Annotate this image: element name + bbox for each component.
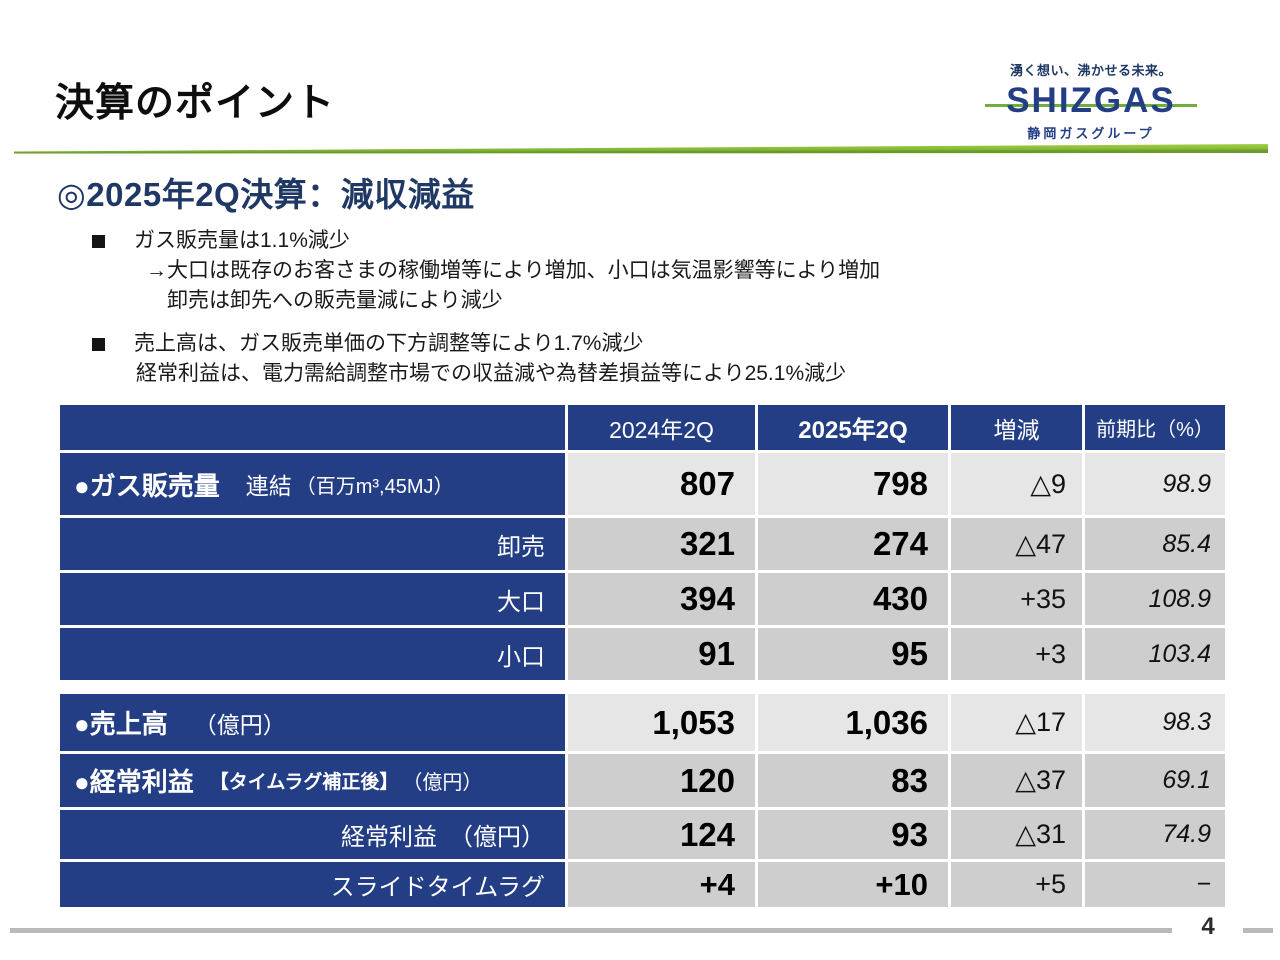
row-label: 小口 (60, 628, 565, 680)
row-label: 卸売 (60, 518, 565, 570)
table-header-row: 2024年2Q 2025年2Q 増減 前期比（%） (60, 405, 1225, 450)
cell-yoy: 103.4 (1085, 628, 1225, 680)
header-change: 増減 (951, 405, 1082, 450)
cell-2024: +4 (568, 862, 755, 907)
cell-yoy: 98.3 (1085, 694, 1225, 751)
bullet-1-sub-2: 卸売は卸先への販売量減により減少 (167, 289, 503, 312)
cell-change: △47 (951, 518, 1082, 570)
bullet-2-text: 売上高は、ガス販売単価の下方調整等により1.7%減少 (134, 332, 644, 355)
cell-2024: 124 (568, 810, 755, 859)
cell-2024: 321 (568, 518, 755, 570)
cell-2025: 95 (758, 628, 948, 680)
row-label: 大口 (60, 573, 565, 625)
cell-2024: 807 (568, 453, 755, 515)
cell-2025: 430 (758, 573, 948, 625)
cell-2024: 394 (568, 573, 755, 625)
logo-tagline: 湧く想い、沸かせる未来。 (1009, 63, 1172, 78)
footer-rule-short (1243, 928, 1273, 933)
cell-2025: 83 (758, 754, 948, 807)
page-number: 4 (1201, 913, 1215, 940)
table-row-gas-sales: ●ガス販売量 連結 （百万m³,45MJ） 807 798 △9 98.9 (60, 453, 1225, 515)
header-yoy: 前期比（%） (1085, 405, 1225, 450)
cell-change: △17 (951, 694, 1082, 751)
table-row-net-sales: ●売上高 （億円） 1,053 1,036 △17 98.3 (60, 694, 1225, 751)
cell-2024: 91 (568, 628, 755, 680)
cell-yoy: 98.9 (1085, 453, 1225, 515)
cell-2025: 93 (758, 810, 948, 859)
header-2024-2q: 2024年2Q (568, 405, 755, 450)
row-label: 経常利益 （億円） (60, 810, 565, 859)
cell-change: +5 (951, 862, 1082, 907)
green-separator-rule (14, 144, 1268, 154)
header-blank (60, 405, 565, 450)
table-row-ordinary-income-adjusted: ●経常利益 【タイムラグ補正後】 （億円） 120 83 △37 69.1 (60, 754, 1225, 807)
cell-yoy: 69.1 (1085, 754, 1225, 807)
summary-bullets: ガス販売量は1.1%減少 →大口は既存のお客さまの稼働増等により増加、小口は気温… (0, 226, 1200, 389)
table-row-ordinary-income: 経常利益 （億円） 124 93 △31 74.9 (60, 810, 1225, 859)
bullet-1-sub-1: →大口は既存のお客さまの稼働増等により増加、小口は気温影響等により増加 (146, 259, 881, 282)
bullet-1: ガス販売量は1.1%減少 (0, 226, 1200, 256)
logo-green-line (985, 104, 1197, 107)
row-label: ●ガス販売量 連結 （百万m³,45MJ） (60, 453, 565, 515)
table-section-gap (60, 683, 1225, 694)
cell-2024: 1,053 (568, 694, 755, 751)
cell-change: +3 (951, 628, 1082, 680)
cell-yoy: 74.9 (1085, 810, 1225, 859)
row-label: スライドタイムラグ (60, 862, 565, 907)
bullet-square-icon (92, 337, 105, 351)
cell-change: +35 (951, 573, 1082, 625)
cell-2025: 274 (758, 518, 948, 570)
table-row-large-customers: 大口 394 430 +35 108.9 (60, 573, 1225, 625)
logo-brand-wrap: SHIZGAS (985, 80, 1197, 122)
cell-change: △37 (951, 754, 1082, 807)
logo-group-name: 静岡ガスグループ (1027, 126, 1155, 141)
cell-change: △9 (951, 453, 1082, 515)
cell-2025: 1,036 (758, 694, 948, 751)
company-logo: 湧く想い、沸かせる未来。 SHIZGAS 静岡ガスグループ (985, 58, 1197, 146)
cell-yoy: − (1085, 862, 1225, 907)
cell-2024: 120 (568, 754, 755, 807)
bullet-1-text: ガス販売量は1.1%減少 (134, 229, 350, 252)
footer-rule (10, 928, 1172, 933)
cell-yoy: 85.4 (1085, 518, 1225, 570)
table-row-small-customers: 小口 91 95 +3 103.4 (60, 628, 1225, 680)
cell-2025: 798 (758, 453, 948, 515)
table-row-wholesale: 卸売 321 274 △47 85.4 (60, 518, 1225, 570)
bullet-2: 売上高は、ガス販売単価の下方調整等により1.7%減少 (0, 329, 1200, 359)
section-heading: ◎2025年2Q決算：減収減益 (57, 176, 475, 213)
row-label: ●売上高 （億円） (60, 694, 565, 751)
page-title: 決算のポイント (55, 82, 336, 125)
bullet-square-icon (92, 234, 105, 248)
header-2025-2q: 2025年2Q (758, 405, 948, 450)
cell-change: △31 (951, 810, 1082, 859)
row-label: ●経常利益 【タイムラグ補正後】 （億円） (60, 754, 565, 807)
table-row-slide-time-lag: スライドタイムラグ +4 +10 +5 − (60, 862, 1225, 907)
bullet-2-sub-1: 経常利益は、電力需給調整市場での収益減や為替差損益等により25.1%減少 (136, 362, 847, 385)
results-table: 2024年2Q 2025年2Q 増減 前期比（%） ●ガス販売量 連結 （百万m… (60, 405, 1225, 910)
logo-brand-text: SHIZGAS (1006, 81, 1176, 120)
cell-2025: +10 (758, 862, 948, 907)
cell-yoy: 108.9 (1085, 573, 1225, 625)
